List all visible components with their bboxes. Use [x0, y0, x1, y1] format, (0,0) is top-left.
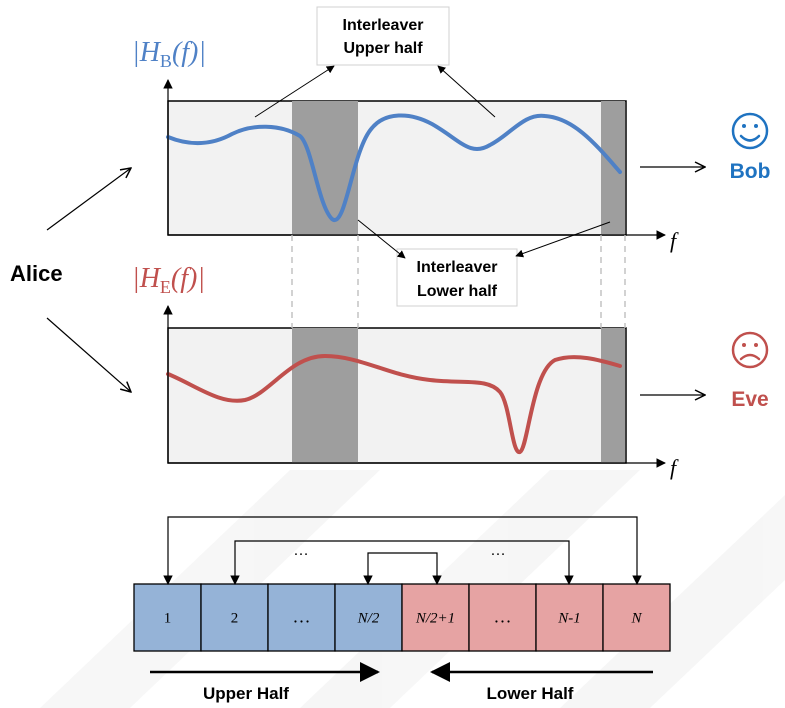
lower-pointer-right [515, 221, 611, 258]
eve-shade-lower-1 [292, 328, 358, 463]
bob-label: Bob [730, 160, 771, 183]
interleaver-lower-line2: Lower half [417, 283, 498, 300]
eve-panel-frame [167, 327, 627, 464]
interleaver-upper-line2: Upper half [343, 40, 423, 57]
interleaver-lower-callout: Interleaver Lower half [357, 219, 611, 307]
array-cell-label: N [630, 611, 642, 627]
array-cell-3 [267, 583, 336, 652]
array-cell-label: 2 [231, 611, 239, 627]
sad-face-icon [731, 331, 769, 369]
array-cell-1 [133, 583, 202, 652]
alice-label: Alice [10, 261, 63, 286]
eve-shade-lower-2 [601, 328, 625, 463]
array-cell-8 [602, 583, 671, 652]
connector-N2-to-N2plus1 [363, 552, 442, 585]
eve-axis-label: f [670, 455, 679, 480]
upper-half-label: Upper Half [203, 684, 289, 703]
array-cell-label: 1 [164, 611, 172, 627]
array-cell-label: N-1 [557, 611, 581, 627]
array-cell-label: N/2+1 [415, 611, 455, 627]
upper-pointer-right [437, 65, 496, 118]
bob-shade-lower-2 [601, 101, 625, 235]
array-cell-label: … [494, 607, 512, 627]
bob-channel-panel: f |HB(f)| [132, 37, 679, 253]
eve-label: Eve [731, 388, 768, 411]
connector-ellipsis-right: … [491, 543, 506, 559]
eve-channel-panel: f |HE(f)| [132, 263, 679, 480]
array-cell-2 [200, 583, 269, 652]
interleaver-array: 1 2 … N/2 N/2+1 … N-1 N [133, 583, 671, 652]
permutation-connectors [163, 516, 642, 585]
array-cell-label: … [293, 607, 311, 627]
bob-shade-lower-1 [292, 101, 358, 235]
array-cell-label: N/2 [357, 611, 380, 627]
connector-1-to-N [163, 516, 642, 585]
alice-to-bob-arrow [46, 168, 131, 231]
smiley-face-icon [731, 112, 769, 150]
bob-channel-curve [166, 113, 622, 222]
bob-axis-label: f [670, 228, 679, 253]
interleaver-upper-box [316, 6, 450, 66]
bob-panel-frame [167, 100, 627, 236]
lower-pointer-left [357, 219, 406, 259]
interleaver-upper-line1: Interleaver [343, 17, 424, 34]
interleaver-upper-callout: Interleaver Upper half [254, 6, 496, 118]
lower-half-label: Lower Half [487, 684, 574, 703]
eve-channel-curve [166, 353, 622, 455]
bob-channel-label: |HB(f)| [132, 37, 206, 71]
array-cell-7 [535, 583, 604, 652]
connector-2-to-N-1 [230, 540, 574, 585]
upper-pointer-left [254, 65, 335, 118]
interleaver-lower-box [396, 248, 518, 307]
eve-channel-label: |HE(f)| [132, 263, 205, 297]
connector-ellipsis-left: … [294, 543, 309, 559]
alice-to-eve-arrow [46, 317, 131, 392]
interleaver-lower-line1: Interleaver [417, 259, 498, 276]
alignment-guides [291, 235, 626, 328]
